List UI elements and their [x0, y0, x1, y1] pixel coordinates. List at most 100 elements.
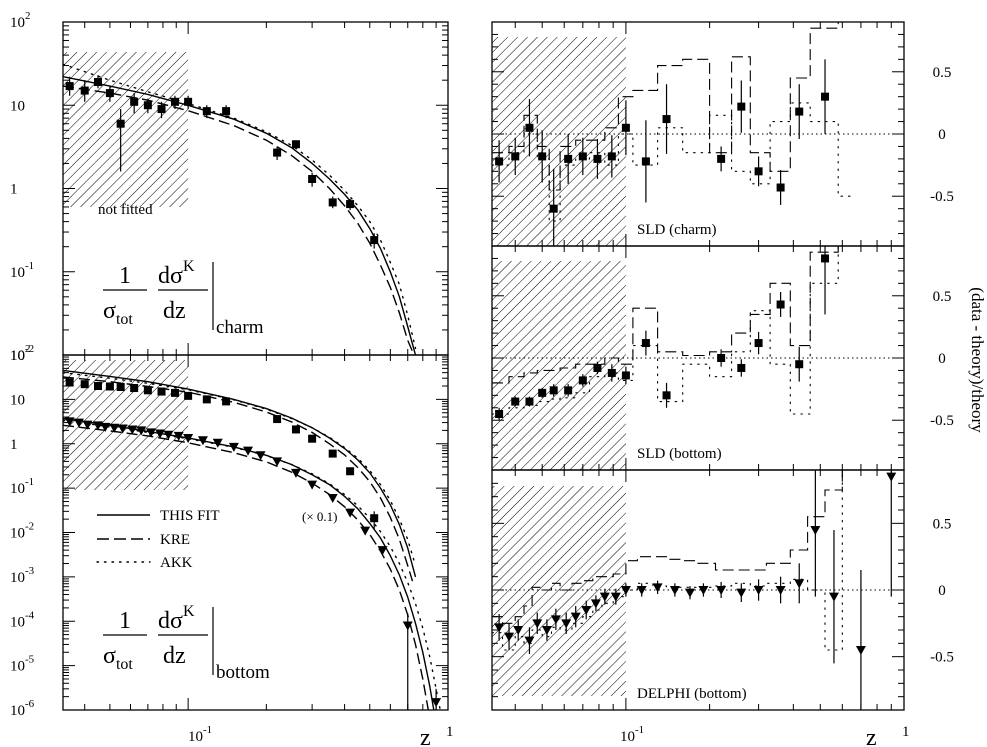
- formula-charm-num: 1: [119, 263, 131, 289]
- data-point-square: [328, 198, 337, 207]
- data-point-square: [170, 388, 179, 397]
- data-point-square: [607, 152, 616, 161]
- data-point-square: [222, 107, 231, 116]
- y-tick-label: 0.5: [933, 289, 952, 305]
- sld-bottom-ratio-panel: 0.5 0 -0.5 SLD (bottom): [491, 245, 954, 471]
- y-tick-label: 0: [938, 351, 946, 367]
- data-point-square: [737, 363, 746, 372]
- bottom-xsec-panel: 102 10 1 10-1 10-2 10-3 10-4 10-5 10-6: [10, 343, 449, 719]
- data-point-square: [795, 360, 804, 369]
- sld-charm-ratio-panel: 0.5 0 -0.5 SLD (charm): [491, 21, 954, 247]
- data-point-square: [621, 371, 630, 380]
- data-point-square: [754, 339, 763, 348]
- data-point-square: [737, 102, 746, 111]
- data-point-square: [222, 397, 231, 406]
- y-tick-label: 0: [938, 583, 946, 599]
- data-point-square: [641, 157, 650, 166]
- data-point-triangle: [136, 426, 147, 436]
- data-point-square: [776, 183, 785, 192]
- data-point-triangle: [64, 417, 75, 427]
- data-point-triangle: [272, 457, 283, 467]
- charm-xsec-panel: 102 10 1 10-1 10-2: [10, 10, 449, 364]
- data-point-square: [370, 236, 379, 245]
- data-point-square: [525, 397, 534, 406]
- data-point-square: [641, 339, 650, 348]
- data-point-triangle: [82, 420, 93, 430]
- data-point-square: [130, 384, 139, 393]
- data-point-square: [157, 387, 166, 396]
- data-point-triangle: [183, 433, 194, 443]
- unfitted-region: [492, 37, 626, 246]
- data-point-square: [662, 115, 671, 124]
- data-point-triangle: [377, 546, 388, 556]
- data-point-triangle: [716, 586, 727, 595]
- delphi-bottom-ratio-panel: 0.5 0 -0.5 DELPHI (bottom): [491, 469, 954, 711]
- data-point-triangle: [570, 612, 581, 622]
- data-point-triangle: [581, 606, 592, 615]
- panel-title: DELPHI (bottom): [637, 686, 747, 702]
- data-point-square: [157, 105, 166, 114]
- data-point-triangle: [550, 615, 561, 625]
- data-point-triangle: [524, 636, 535, 646]
- data-point-square: [495, 410, 504, 418]
- data-point-square: [94, 78, 103, 87]
- legend-label-this-fit: THIS FIT: [160, 508, 220, 524]
- data-point-triangle: [100, 422, 111, 432]
- data-point-triangle: [684, 588, 695, 598]
- right-xtick-major: 10-1: [620, 724, 644, 745]
- series-this-fit-sld-curve: [63, 369, 417, 578]
- data-point-triangle: [855, 646, 866, 655]
- data-point-square: [593, 154, 602, 163]
- series-akk-hist: [492, 102, 855, 222]
- formula-charm-den: σtot: [103, 298, 133, 328]
- y-tick-label: 10-2: [10, 521, 34, 542]
- data-point-triangle: [794, 579, 805, 589]
- data-point-triangle: [163, 430, 174, 440]
- data-point-square: [130, 97, 139, 106]
- data-point-triangle: [753, 586, 764, 595]
- legend: THIS FIT KRE AKK: [96, 508, 220, 571]
- data-point-triangle: [541, 626, 552, 635]
- data-point-square: [143, 101, 152, 110]
- data-point-triangle: [775, 586, 786, 595]
- data-point-triangle: [431, 698, 442, 708]
- data-point-triangle: [599, 592, 610, 602]
- data-point-triangle: [886, 472, 897, 482]
- formula-bottom-den: σtot: [103, 643, 133, 673]
- data-point-square: [776, 300, 785, 309]
- data-point-square: [80, 86, 89, 95]
- data-point-square: [549, 204, 558, 213]
- legend-label-akk: AKK: [160, 555, 193, 571]
- data-point-square: [202, 107, 211, 116]
- y-tick-label: 10-1: [10, 260, 34, 281]
- data-point-square: [607, 368, 616, 377]
- data-point-square: [511, 152, 520, 161]
- data-point-square: [821, 92, 830, 101]
- data-point-triangle: [636, 586, 647, 595]
- unfitted-region: [492, 486, 626, 696]
- data-point-square: [143, 386, 152, 395]
- formula-bottom-dsigma: dσK: [158, 603, 195, 634]
- unfitted-region: [63, 52, 189, 207]
- y-tick-label: 10: [10, 392, 25, 408]
- y-tick-label: 10-5: [10, 654, 35, 675]
- data-point-square: [65, 82, 74, 91]
- y-tick-label: 1: [10, 437, 18, 453]
- data-point-triangle: [698, 586, 709, 595]
- data-point-triangle: [513, 626, 524, 635]
- formula-charm-dz: dz: [163, 298, 186, 324]
- data-point-square: [538, 152, 547, 161]
- y-tick-label: 10: [10, 98, 25, 114]
- data-point-square: [308, 434, 317, 443]
- series-akk-sld-curve: [63, 372, 417, 567]
- series-kre-hist: [492, 246, 854, 384]
- data-point-triangle: [155, 429, 166, 439]
- y-tick-label: 10-4: [10, 609, 35, 630]
- scale-note: (× 0.1): [302, 509, 338, 524]
- data-point-triangle: [228, 442, 239, 452]
- data-point-square: [105, 382, 114, 391]
- data-point-triangle: [109, 423, 120, 433]
- y-tick-label: 1: [10, 182, 18, 198]
- data-point-square: [346, 467, 355, 476]
- data-point-square: [328, 449, 337, 458]
